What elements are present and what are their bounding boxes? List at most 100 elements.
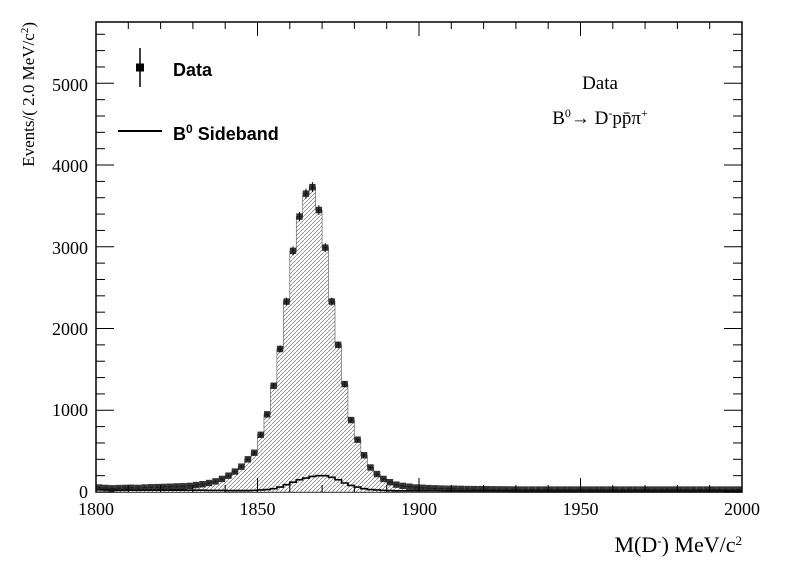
plot-frame: [95, 21, 743, 493]
data-point: [651, 486, 658, 493]
y-tick-label: 0: [79, 482, 88, 502]
data-point: [354, 436, 361, 443]
data-point: [160, 483, 168, 491]
data-point: [147, 484, 155, 491]
data-point: [399, 482, 407, 490]
data-point: [664, 486, 671, 493]
data-area: [95, 182, 743, 493]
x-tick-label: 1950: [563, 499, 599, 519]
x-tick-label: 2000: [724, 499, 760, 519]
axis-ticks: [95, 22, 743, 493]
data-point: [360, 452, 368, 459]
data-point: [412, 484, 419, 491]
y-tick-label: 5000: [52, 75, 88, 95]
data-point: [425, 484, 432, 492]
data-point: [257, 431, 264, 438]
data-point: [632, 486, 639, 493]
data-point: [658, 486, 665, 493]
data-point: [490, 486, 497, 493]
data-point: [522, 486, 529, 493]
data-point: [199, 481, 206, 488]
data-point: [503, 486, 510, 493]
data-point: [515, 486, 523, 493]
data-point: [128, 484, 135, 491]
data-point: [96, 484, 103, 491]
data-point: [322, 244, 329, 251]
data-point: [192, 481, 200, 489]
data-point: [231, 468, 239, 475]
y-tick-label: 4000: [52, 156, 88, 176]
y-axis-label: Events/( 2.0 MeV/c2): [19, 22, 38, 167]
data-point: [186, 482, 193, 490]
data-point: [121, 484, 129, 492]
annotation-decay: B0→ D-pp̄π+: [552, 106, 648, 129]
data-point: [716, 486, 723, 493]
data-point: [606, 486, 613, 493]
data-point: [470, 485, 478, 493]
data-point: [302, 190, 310, 197]
data-point: [347, 416, 355, 424]
y-tick-label: 1000: [52, 400, 88, 420]
x-tick-label: 1800: [78, 499, 114, 519]
data-point: [464, 485, 471, 493]
data-point: [690, 486, 697, 493]
data-point: [108, 485, 116, 492]
data-point: [729, 486, 736, 493]
y-tick-label: 2000: [52, 319, 88, 339]
data-point: [406, 483, 413, 490]
data-point: [367, 464, 374, 471]
data-point: [612, 486, 620, 493]
data-point: [670, 486, 678, 493]
legend-data-label: Data: [173, 60, 213, 80]
data-point: [535, 486, 542, 493]
data-point: [528, 486, 536, 493]
data-point: [722, 486, 730, 493]
data-point: [167, 483, 174, 490]
data-point: [496, 486, 503, 493]
data-point: [483, 486, 491, 493]
data-point: [205, 479, 213, 487]
data-point: [328, 298, 335, 305]
data-point: [283, 298, 290, 305]
data-point: [244, 456, 252, 463]
data-point: [296, 213, 303, 220]
data-point: [212, 478, 219, 485]
data-point: [574, 486, 581, 493]
data-point: [386, 478, 394, 486]
x-tick-label: 1850: [240, 499, 276, 519]
data-point: [315, 206, 323, 214]
data-point: [477, 485, 484, 493]
x-axis-label: M(D-) MeV/c2: [614, 532, 742, 557]
data-point: [451, 485, 458, 492]
data-point: [431, 485, 439, 492]
annotation-title: Data: [582, 73, 618, 94]
y-tick-label: 3000: [52, 238, 88, 258]
data-point: [373, 470, 381, 478]
data-point: [134, 484, 142, 492]
data-point: [586, 486, 594, 493]
data-point: [457, 485, 465, 493]
data-point: [696, 486, 704, 493]
legend: Data B0 Sideband: [118, 48, 279, 144]
data-point: [677, 486, 684, 493]
data-point: [619, 486, 626, 493]
data-point: [341, 380, 348, 388]
data-point: [593, 486, 600, 493]
data-point: [509, 486, 516, 493]
data-point: [218, 475, 226, 483]
data-point: [709, 486, 717, 493]
data-point: [599, 486, 607, 493]
data-point: [115, 484, 122, 492]
data-point: [625, 486, 633, 493]
data-histogram-fill: [95, 186, 743, 493]
data-point: [419, 484, 426, 491]
legend-sideband-label: B0 Sideband: [173, 122, 279, 144]
data-point: [154, 483, 161, 491]
data-point: [380, 475, 387, 483]
data-point: [251, 449, 258, 456]
legend-data-marker: [136, 63, 144, 72]
data-point: [102, 484, 109, 492]
data-point: [335, 341, 342, 349]
data-point: [645, 486, 652, 493]
